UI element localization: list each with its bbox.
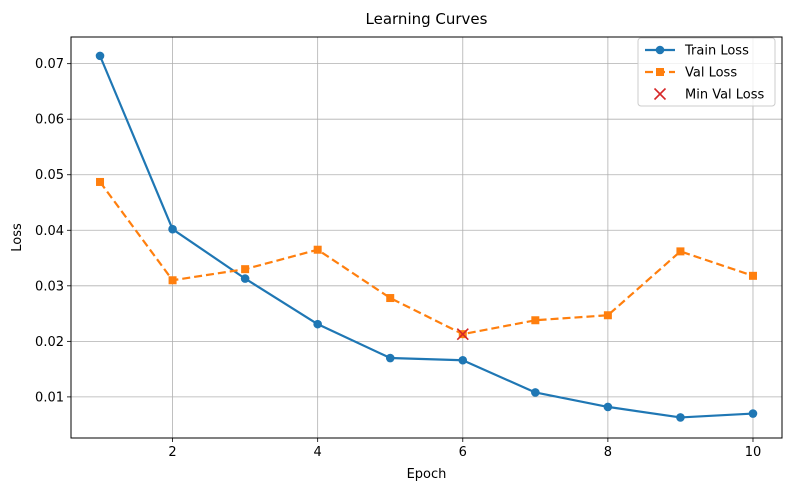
y-tick-label: 0.07 [35,57,64,72]
x-tick-label: 4 [314,445,322,460]
data-point-val-loss [96,177,105,186]
data-point-val-loss [676,247,685,256]
grid-lines [71,37,782,438]
chart-title: Learning Curves [366,10,488,28]
legend-label-val-loss: Val Loss [685,66,737,81]
series-group [95,51,758,422]
y-tick-label: 0.01 [35,390,64,405]
data-point-val-loss [603,311,612,320]
legend-box [637,37,776,107]
data-point-train-loss [531,388,540,397]
legend-marker-train-loss [655,45,665,55]
data-point-train-loss [458,355,468,365]
axis-ticks: 2 4 6 8 10 0.01 0.02 0.03 0.04 0.05 0.06 0.07 [35,57,761,460]
y-tick-label: 0.04 [35,224,64,239]
data-point-val-loss [386,294,395,303]
data-point-val-loss [748,271,757,280]
data-point-val-loss [531,316,540,325]
data-point-train-loss [313,319,322,329]
data-point-train-loss [240,274,250,283]
series-line-val-loss [99,181,754,336]
legend-marker-min-val-loss [653,87,667,101]
data-point-val-loss [241,265,250,274]
legend-marker-val-loss [656,68,664,76]
plot-area-frame [70,36,783,439]
legend-label-min-val-loss: Min Val Loss [685,88,765,103]
data-point-train-loss [676,413,685,422]
y-tick-label: 0.05 [35,168,64,183]
series-line-train-loss [99,55,754,419]
data-point-train-loss [748,409,758,418]
series-train-loss [95,51,758,422]
y-axis-label: Loss [10,223,25,252]
data-point-train-loss [385,353,395,363]
data-point-val-loss [313,245,322,254]
legend: Train Loss Val Loss Min Val Loss [637,37,776,107]
x-tick-label: 6 [459,445,467,460]
data-point-train-loss [95,51,105,61]
x-tick-label: 10 [745,445,762,460]
data-point-train-loss [603,402,613,412]
min-val-loss-x-stroke [456,328,469,341]
legend-label-train-loss: Train Loss [684,44,749,59]
y-tick-label: 0.06 [35,113,64,128]
y-tick-label: 0.02 [35,335,64,350]
y-tick-label: 0.03 [35,279,64,294]
min-val-loss-marker [456,328,469,341]
data-point-val-loss [168,276,177,285]
x-tick-label: 8 [604,445,612,460]
data-point-train-loss [168,224,177,234]
x-axis-label: Epoch [407,467,447,482]
x-tick-label: 2 [168,445,176,460]
